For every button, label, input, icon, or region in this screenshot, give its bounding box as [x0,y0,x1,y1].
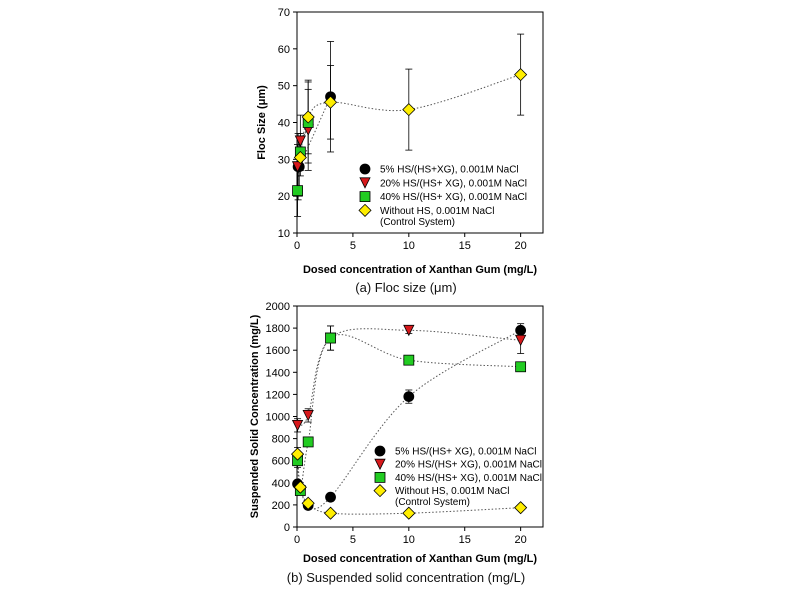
legend-marker [374,458,386,471]
legend-label: 5% HS/(HS+XG), 0.001M NaCl [380,165,519,176]
y-tick-label: 20 [278,191,290,203]
legend-item-3: 40% HS/(HS+ XG), 0.001M NaCl [374,471,542,484]
x-axis-label: Dosed concentration of Xanthan Gum (mg/L… [303,553,537,565]
legend-label: Without HS, 0.001M NaCl (Control System) [395,486,510,508]
legend-item-4: Without HS, 0.001M NaCl (Control System) [373,484,510,508]
x-tick-label: 20 [515,240,527,252]
data-point-series-2 [291,161,304,173]
legend: 5% HS/(HS+XG), 0.001M NaCl 20% HS/(HS+ XG… [358,163,527,228]
x-tick-label: 15 [459,534,471,546]
y-tick-label: 1000 [266,412,290,424]
legend-marker [358,203,372,217]
trend-line-series-4 [297,454,521,515]
data-point-series-1 [515,324,527,336]
x-tick-label: 0 [294,534,300,546]
x-tick-label: 20 [515,534,527,546]
legend-label: 20% HS/(HS+ XG), 0.001M NaCl [380,178,527,189]
y-tick-label: 200 [272,500,290,512]
legend-marker [359,177,371,189]
legend-marker [359,191,371,203]
y-tick-label: 1600 [266,345,290,357]
data-point-series-1 [403,391,415,403]
legend-label: 40% HS/(HS+ XG), 0.001M NaCl [380,192,527,203]
legend-item-2: 20% HS/(HS+ XG), 0.001M NaCl [374,458,542,471]
y-tick-label: 10 [278,228,290,240]
x-tick-label: 10 [403,534,415,546]
data-point-series-2 [403,324,415,337]
trend-line-series-4 [299,74,521,158]
legend-item-2: 20% HS/(HS+ XG), 0.001M NaCl [359,177,527,189]
legend-marker [374,445,386,457]
y-tick-label: 600 [272,456,290,468]
legend-marker [359,163,371,175]
legend-item-1: 5% HS/(HS+ XG), 0.001M NaCl [374,445,536,458]
figure-caption: (a) Floc size (μm) [355,280,456,295]
y-tick-label: 70 [278,7,290,19]
y-tick-label: 1800 [266,323,290,335]
data-point-series-2 [291,419,304,432]
x-tick-label: 5 [350,534,356,546]
data-point-series-2 [302,409,314,422]
data-point-series-3 [403,354,415,366]
data-point-series-4 [290,447,305,461]
data-point-series-3 [302,436,314,448]
data-point-series-4 [323,95,338,109]
data-point-series-2 [294,135,307,147]
data-point-series-4 [293,480,307,494]
trend-line-series-3 [297,334,521,492]
y-axis-label: Suspended Solid Concentration (mg/L) [249,314,261,518]
x-axis-label: Dosed concentration of Xanthan Gum (mg/L… [303,264,537,276]
y-tick-label: 40 [278,118,290,130]
y-tick-label: 1200 [266,389,290,401]
data-point-series-3 [292,185,303,197]
legend-label: 5% HS/(HS+ XG), 0.001M NaCl [395,447,536,458]
panel-a: 10 20 30 40 50 60 70 0 5 10 15 20 Dosed concentratio… [256,7,544,295]
data-point-series-4 [514,501,528,515]
legend-item-4: Without HS, 0.001M NaCl (Control System) [358,203,495,228]
data-point-series-1 [325,491,336,503]
x-tick-label: 10 [403,240,415,252]
y-axis-label: Floc Size (μm) [256,85,268,160]
legend-item-3: 40% HS/(HS+ XG), 0.001M NaCl [359,191,527,203]
y-tick-label: 50 [278,81,290,93]
data-point-series-3 [325,332,336,344]
data-point-series-4 [293,150,307,165]
data-point-series-4 [514,68,528,82]
y-tick-label: 30 [278,154,290,166]
data-point-series-4 [402,103,416,117]
panel-b: 0 200 400 600 800 1000 1200 1400 1600 1800 2000 0 5 1… [249,301,544,585]
legend-label: 40% HS/(HS+ XG), 0.001M NaCl [395,473,542,484]
data-point-series-4 [301,110,315,124]
trend-line-series-2 [297,328,521,426]
x-tick-label: 5 [350,240,356,252]
figure-caption: (b) Suspended solid concentration (mg/L) [287,570,525,585]
data-point-series-3 [515,361,527,373]
x-tick-label: 0 [294,240,300,252]
data-point-series-4 [301,496,315,510]
data-point-series-4 [323,506,338,520]
y-tick-label: 1400 [266,367,290,379]
y-tick-label: 0 [284,522,290,534]
legend-label: Without HS, 0.001M NaCl (Control System) [380,206,495,228]
legend-label: 20% HS/(HS+ XG), 0.001M NaCl [395,460,542,471]
data-point-series-4 [402,506,416,520]
data-point-series-2 [514,334,527,347]
legend: 5% HS/(HS+ XG), 0.001M NaCl 20% HS/(HS+ X… [373,445,542,508]
y-tick-label: 60 [278,44,290,56]
legend-marker [373,484,387,498]
y-tick-label: 400 [272,478,290,490]
legend-item-1: 5% HS/(HS+XG), 0.001M NaCl [359,163,519,176]
y-tick-label: 800 [272,434,290,446]
legend-marker [374,471,386,483]
y-tick-label: 2000 [266,301,290,313]
x-tick-label: 15 [459,240,471,252]
